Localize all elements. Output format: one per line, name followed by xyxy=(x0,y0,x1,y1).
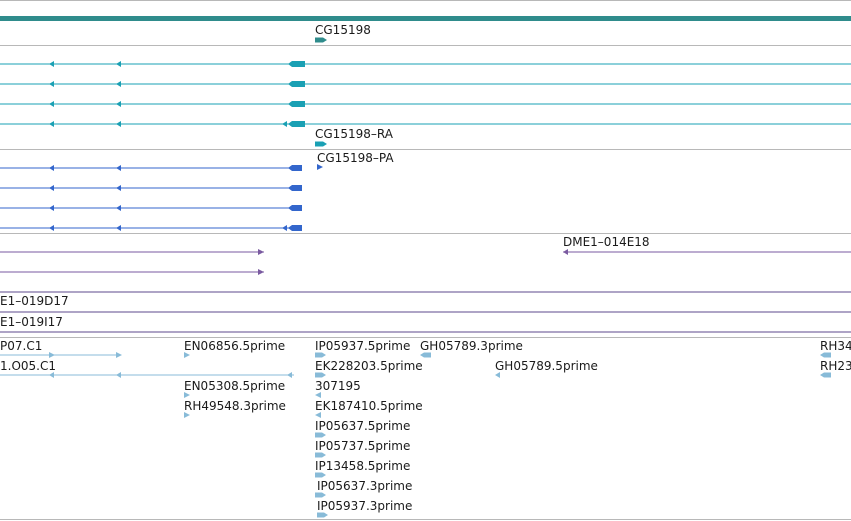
intron-arrow xyxy=(49,81,54,87)
protein-exon xyxy=(288,185,302,191)
protein-exon xyxy=(288,165,302,171)
est-label[interactable]: EK187410.5prime xyxy=(315,399,423,413)
est-glyph xyxy=(315,352,326,358)
track-separator xyxy=(0,337,851,338)
est-label[interactable]: 1.O05.C1 xyxy=(0,359,56,373)
protein-glyph xyxy=(317,164,323,170)
est-label[interactable]: IP05937.3prime xyxy=(317,499,413,513)
track-separator xyxy=(0,149,851,150)
est-label[interactable]: RH49548.3prime xyxy=(184,399,286,413)
intron-arrow xyxy=(49,61,54,67)
gene-label[interactable]: CG15198 xyxy=(315,23,371,37)
est-arrow xyxy=(287,372,292,378)
est-glyph xyxy=(315,432,326,438)
bac-label[interactable]: E1–019D17 xyxy=(0,294,69,308)
est-label[interactable]: IP05937.5prime xyxy=(315,339,411,353)
est-glyph xyxy=(420,352,431,358)
intron-arrow xyxy=(116,81,121,87)
est-glyph xyxy=(495,372,500,378)
intron-arrow xyxy=(282,225,287,231)
clone-arrow xyxy=(563,249,568,255)
clone-arrow xyxy=(258,269,264,275)
est-arrow xyxy=(49,352,55,358)
est-label[interactable]: P07.C1 xyxy=(0,339,43,353)
est-glyph xyxy=(315,372,326,378)
est-glyph xyxy=(184,412,190,418)
est-glyph xyxy=(184,392,190,398)
intron-arrow xyxy=(49,165,54,171)
est-label[interactable]: RH34 xyxy=(820,339,851,353)
est-label[interactable]: IP05637.3prime xyxy=(317,479,413,493)
intron-arrow xyxy=(282,121,287,127)
intron-arrow xyxy=(49,205,54,211)
intron-arrow xyxy=(116,121,121,127)
intron-arrow xyxy=(49,101,54,107)
gene-bar xyxy=(0,16,851,21)
est-glyph xyxy=(315,412,321,418)
est-glyph xyxy=(315,492,326,498)
est-glyph xyxy=(315,472,326,478)
est-glyph xyxy=(820,372,831,378)
protein-exon xyxy=(288,225,302,231)
intron-arrow xyxy=(116,205,121,211)
est-label[interactable]: IP13458.5prime xyxy=(315,459,411,473)
intron-arrow xyxy=(49,225,54,231)
intron-arrow xyxy=(116,185,121,191)
est-glyph xyxy=(317,512,328,518)
transcript-label[interactable]: CG15198–RA xyxy=(315,127,393,141)
est-label[interactable]: IP05737.5prime xyxy=(315,439,411,453)
intron-arrow xyxy=(116,61,121,67)
est-arrow xyxy=(116,372,121,378)
est-label[interactable]: EN06856.5prime xyxy=(184,339,286,353)
track-separator xyxy=(0,45,851,46)
est-glyph xyxy=(315,392,321,398)
est-arrow xyxy=(49,372,54,378)
est-glyph xyxy=(315,452,326,458)
track-separator xyxy=(0,519,851,520)
est-label[interactable]: RH23 xyxy=(820,359,851,373)
est-label[interactable]: EK228203.5prime xyxy=(315,359,423,373)
intron-arrow xyxy=(116,101,121,107)
est-arrow xyxy=(116,352,122,358)
intron-arrow xyxy=(49,121,54,127)
transcript-exon xyxy=(288,121,305,127)
transcript-glyph xyxy=(315,141,327,147)
transcript-exon xyxy=(288,81,305,87)
protein-label[interactable]: CG15198–PA xyxy=(317,151,394,165)
est-label[interactable]: GH05789.5prime xyxy=(495,359,598,373)
intron-arrow xyxy=(49,185,54,191)
intron-arrow xyxy=(116,225,121,231)
est-label[interactable]: IP05637.5prime xyxy=(315,419,411,433)
est-glyph xyxy=(184,352,190,358)
clone-arrow xyxy=(258,249,264,255)
intron-arrow xyxy=(116,165,121,171)
transcript-exon xyxy=(288,101,305,107)
transcript-exon xyxy=(288,61,305,67)
protein-exon xyxy=(288,205,302,211)
est-label[interactable]: GH05789.3prime xyxy=(420,339,523,353)
clone-label[interactable]: DME1–014E18 xyxy=(563,235,650,249)
track-separator xyxy=(0,233,851,234)
est-glyph xyxy=(820,352,831,358)
est-label[interactable]: EN05308.5prime xyxy=(184,379,286,393)
gene-glyph xyxy=(315,37,327,43)
top-border xyxy=(0,0,851,1)
est-label[interactable]: 307195 xyxy=(315,379,361,393)
bac-label[interactable]: E1–019I17 xyxy=(0,315,63,329)
